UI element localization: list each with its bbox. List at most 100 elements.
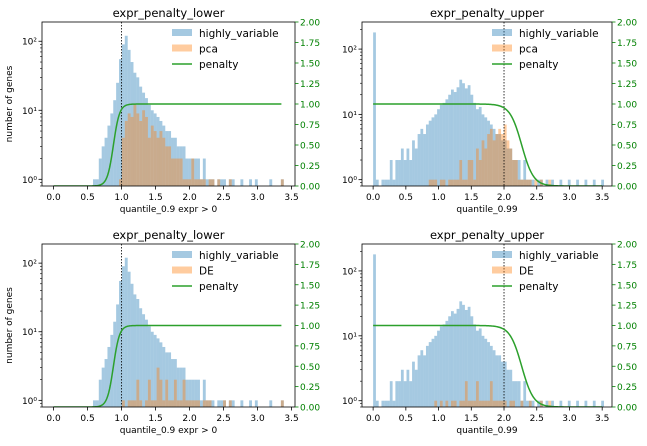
histogram-bar — [199, 400, 203, 407]
y2-tick-label: 0.75 — [300, 342, 320, 352]
histogram-bar — [130, 116, 134, 186]
histogram-bar — [197, 179, 200, 186]
histogram-bar — [439, 104, 443, 186]
y-axis: 10⁰ 10¹ 10² — [342, 251, 362, 408]
histogram-bar — [153, 131, 157, 186]
x-tick-label: 0.0 — [46, 414, 61, 424]
histogram-bar — [453, 313, 457, 407]
histogram-bar — [211, 179, 215, 186]
histogram-bar — [153, 334, 157, 407]
histogram-bar — [526, 179, 529, 186]
histogram-bar — [551, 400, 554, 407]
histogram-bar — [398, 160, 401, 186]
x-tick-label: 3.5 — [284, 193, 298, 203]
histogram-bar — [462, 179, 465, 186]
histogram-bar — [400, 369, 404, 407]
y-tick-label: 10⁰ — [342, 397, 357, 407]
histogram-bar — [406, 369, 410, 407]
histogram-bar — [104, 359, 108, 407]
histogram-bar — [417, 355, 421, 407]
histogram-bar — [431, 117, 435, 186]
x-tick-label: 0.5 — [399, 193, 413, 203]
histogram-bar — [202, 179, 206, 186]
histogram-bar — [217, 179, 221, 186]
histogram-bar — [464, 309, 468, 407]
plot-area — [53, 244, 284, 407]
histogram-bar — [503, 140, 507, 186]
histogram-bar — [168, 131, 172, 186]
histogram-bar — [481, 114, 485, 186]
histogram-bar — [517, 179, 521, 186]
histogram-bar — [489, 381, 493, 407]
y2-tick-label: 1.00 — [300, 322, 320, 332]
histogram-bar — [601, 400, 604, 407]
y2-tick-label: 0.00 — [300, 183, 320, 193]
histogram-bar — [453, 92, 457, 186]
histogram-bar — [185, 158, 189, 186]
y2-tick-label: 1.75 — [300, 39, 320, 49]
histogram-bar — [434, 335, 438, 407]
histogram-bar — [492, 400, 496, 407]
histogram-bar — [523, 179, 527, 186]
histogram-bar — [171, 158, 174, 186]
histogram-bar — [506, 369, 510, 407]
histogram-bar — [503, 124, 507, 186]
histogram-bar — [110, 334, 114, 407]
y2-tick-label: 0.25 — [300, 162, 320, 172]
histogram-bar — [240, 400, 244, 407]
histogram-bar — [162, 125, 166, 186]
histogram-bar — [498, 400, 502, 407]
y-tick-label: 10¹ — [22, 328, 37, 338]
histogram-bar — [150, 125, 154, 186]
x-tick-label: 3.0 — [250, 193, 265, 203]
histogram-bar — [576, 400, 579, 407]
y2-tick-label: 1.25 — [300, 302, 320, 312]
plot-area — [53, 22, 284, 186]
histogram-bar — [223, 400, 226, 407]
histogram-bar — [481, 140, 485, 186]
histogram-bar — [528, 400, 532, 407]
histogram-bar — [545, 179, 549, 186]
histogram-bar — [559, 179, 563, 186]
histogram-bar — [208, 400, 212, 407]
histogram-bar — [220, 179, 224, 186]
histogram-bar — [194, 179, 198, 186]
histogram-bar — [456, 87, 460, 186]
histogram-bar — [400, 148, 404, 186]
histogram-bar — [498, 134, 502, 186]
x-tick-label: 2.0 — [182, 414, 197, 424]
legend-label: highly_variable — [519, 250, 599, 262]
series-sub — [119, 104, 284, 186]
histogram-bar — [93, 400, 96, 407]
histogram-bar — [104, 137, 108, 186]
legend: highly_variable DE penalty — [492, 250, 599, 293]
histogram-bar — [145, 319, 148, 407]
histogram-bar — [133, 294, 137, 407]
histogram-bar — [179, 367, 183, 407]
histogram-bar — [512, 381, 515, 407]
y2-tick-label: 2.00 — [617, 19, 637, 29]
legend-label: penalty — [199, 281, 238, 293]
x-tick-label: 3.5 — [284, 414, 298, 424]
histogram-bar — [142, 110, 146, 186]
histogram-bar — [439, 400, 443, 407]
y2-tick-label: 1.25 — [617, 302, 637, 312]
histogram-bar — [208, 400, 212, 407]
legend-label: highly_variable — [519, 28, 599, 40]
histogram-bar — [470, 160, 474, 186]
histogram-bar — [130, 400, 134, 407]
histogram-bar — [476, 381, 479, 407]
histogram-bar — [113, 321, 117, 407]
histogram-bar — [453, 179, 457, 186]
histogram-bar — [484, 338, 488, 407]
histogram-bar — [156, 137, 160, 186]
histogram-bar — [145, 400, 148, 407]
histogram-bar — [156, 367, 160, 407]
histogram-bar — [414, 148, 418, 186]
histogram-bar — [188, 179, 192, 186]
histogram-bar — [487, 120, 490, 186]
histogram-bar — [520, 400, 524, 407]
histogram-bar — [211, 179, 215, 186]
